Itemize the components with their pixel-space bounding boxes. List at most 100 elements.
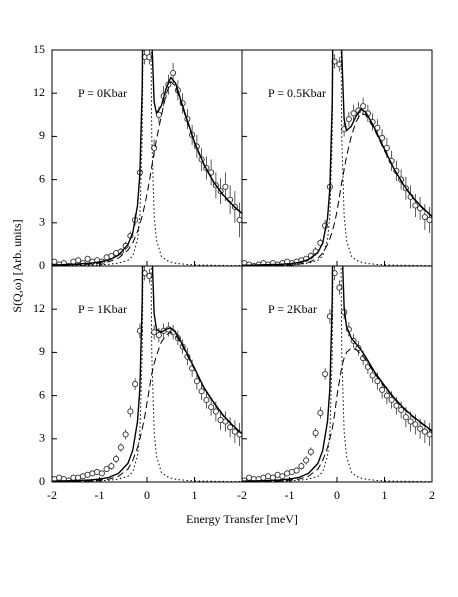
- data-point: [398, 406, 405, 414]
- panel: -2 -1 0 1 2 P = 2Kbar: [237, 265, 435, 502]
- data-point: [122, 242, 129, 249]
- data-point: [52, 258, 58, 265]
- panel-frame: [241, 49, 433, 267]
- panel: 0 3 6 9 12 15 P = 0Kbar: [33, 42, 243, 272]
- data-point: [402, 414, 409, 421]
- data-point: [75, 257, 82, 264]
- plot-area: [52, 266, 242, 482]
- y-tick-label: 3: [39, 431, 45, 445]
- data-point: [208, 404, 215, 411]
- data-point: [412, 421, 419, 428]
- data-point: [84, 255, 91, 262]
- panel-title: P = 0Kbar: [78, 86, 127, 100]
- data-point: [317, 409, 324, 416]
- panel-frame: [51, 49, 243, 267]
- x-tick-label: 0: [334, 488, 340, 502]
- data-point: [231, 428, 238, 435]
- x-tick-label: -1: [95, 488, 105, 502]
- data-point: [222, 183, 229, 190]
- data-point: [198, 388, 205, 395]
- data-point: [322, 370, 329, 378]
- plot-area: [242, 266, 432, 482]
- data-point: [374, 378, 381, 385]
- data-point: [279, 473, 286, 480]
- x-axis-label: Energy Transfer [meV]: [186, 512, 298, 526]
- data-point: [407, 418, 414, 425]
- panel-title: P = 2Kbar: [268, 302, 317, 316]
- solid-line: [52, 50, 242, 266]
- data-point: [269, 474, 276, 481]
- y-tick-label: 6: [39, 171, 45, 185]
- data-point: [360, 103, 367, 110]
- data-point: [307, 448, 314, 455]
- y-tick-label: 3: [39, 215, 45, 229]
- data-point: [345, 116, 352, 123]
- solid-line: [242, 266, 432, 482]
- y-tick-label: 12: [33, 301, 45, 315]
- data-point: [227, 424, 234, 431]
- x-tick-label: -1: [285, 488, 295, 502]
- data-point: [103, 465, 110, 473]
- data-point: [146, 273, 153, 280]
- data-point: [170, 69, 177, 77]
- dashed-line: [242, 112, 432, 266]
- panel: P = 0.5Kbar: [241, 49, 433, 267]
- data-point: [98, 470, 105, 477]
- panel-title: P = 0.5Kbar: [268, 86, 326, 100]
- panel-frame: [51, 265, 243, 483]
- y-tick-label: 12: [33, 85, 45, 99]
- data-point: [312, 429, 319, 437]
- y-tick-label: 0: [39, 474, 45, 488]
- data-point: [127, 408, 134, 415]
- dashed-line: [52, 331, 242, 482]
- data-point: [303, 457, 310, 464]
- data-point: [193, 378, 200, 385]
- data-point: [336, 284, 343, 291]
- data-point: [426, 216, 432, 223]
- data-point: [383, 392, 390, 399]
- data-point: [113, 455, 120, 463]
- data-point: [350, 110, 357, 117]
- solid-line: [242, 50, 432, 266]
- y-tick-label: 6: [39, 387, 45, 401]
- dashed-line: [52, 81, 242, 266]
- data-point: [421, 213, 428, 221]
- y-tick-label: 9: [39, 344, 45, 358]
- x-tick-label: -2: [47, 488, 57, 502]
- data-point: [236, 216, 242, 223]
- y-axis-label: S(Q,ω) [Arb. units]: [10, 219, 24, 312]
- solid-line: [52, 266, 242, 482]
- x-tick-label: 2: [429, 488, 435, 502]
- data-point: [293, 467, 300, 474]
- data-point: [393, 402, 400, 409]
- data-point: [132, 381, 139, 388]
- y-tick-label: 9: [39, 128, 45, 142]
- data-point: [417, 425, 424, 432]
- dashed-line: [242, 347, 432, 482]
- plot-area: [242, 50, 432, 266]
- dotted-line: [242, 50, 432, 266]
- panel-title: P = 1Kbar: [78, 302, 127, 316]
- data-point: [203, 396, 210, 403]
- data-point: [369, 372, 376, 379]
- plot-area: [52, 50, 242, 266]
- y-tick-label: 0: [39, 258, 45, 272]
- x-tick-label: 0: [144, 488, 150, 502]
- data-point: [155, 111, 162, 118]
- x-tick-label: 1: [382, 488, 388, 502]
- x-tick-label: 1: [192, 488, 198, 502]
- data-point: [212, 408, 219, 415]
- data-point: [117, 444, 124, 451]
- data-point: [426, 431, 432, 438]
- data-point: [379, 386, 386, 393]
- data-point: [388, 396, 395, 403]
- panel-frame: [241, 265, 433, 483]
- data-point: [298, 463, 305, 470]
- data-point: [412, 202, 419, 209]
- data-point: [355, 345, 362, 352]
- x-tick-label: -2: [237, 488, 247, 502]
- dotted-line: [52, 50, 242, 266]
- y-tick-label: 15: [33, 42, 45, 56]
